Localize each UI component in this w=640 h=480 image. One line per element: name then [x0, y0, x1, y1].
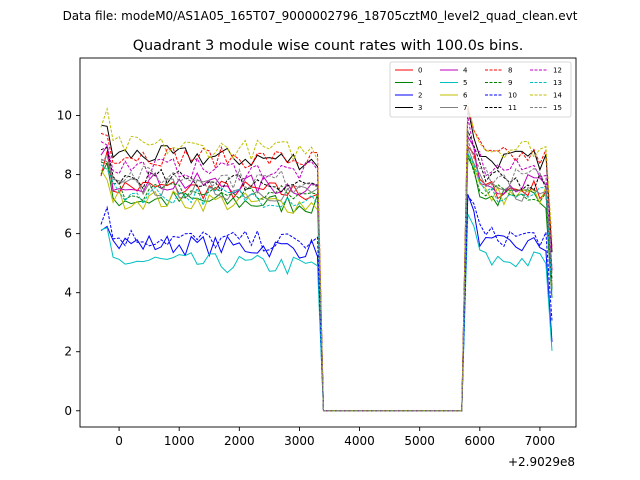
y-tick-label: 6	[64, 227, 72, 241]
y-axis: 0 2 4 6 8 10	[57, 109, 80, 418]
series-line-1	[100, 156, 553, 412]
series-line-12	[100, 116, 553, 412]
series-line-7	[100, 147, 553, 412]
legend-label: 11	[508, 104, 517, 112]
x-tick-label: 3000	[284, 434, 315, 448]
legend-box	[389, 61, 572, 118]
y-tick-label: 0	[64, 404, 72, 418]
x-axis-offset-label: +2.9029e8	[508, 455, 575, 469]
series-line-5	[100, 213, 553, 412]
legend-label: 8	[508, 67, 512, 75]
series-line-10	[100, 194, 553, 412]
legend-label: 14	[553, 92, 562, 100]
series-group	[100, 102, 553, 412]
legend-label: 2	[418, 92, 422, 100]
series-line-15	[100, 139, 553, 412]
series-line-2	[100, 194, 553, 412]
y-tick-label: 4	[64, 286, 72, 300]
x-tick-label: 7000	[525, 434, 556, 448]
legend-label: 13	[553, 79, 562, 87]
series-line-9	[100, 151, 553, 412]
x-tick-label: 0	[115, 434, 123, 448]
legend-label: 0	[418, 67, 422, 75]
y-tick-label: 8	[64, 168, 72, 182]
x-tick-label: 5000	[404, 434, 435, 448]
x-tick-label: 2000	[224, 434, 255, 448]
x-tick-label: 4000	[344, 434, 375, 448]
legend-label: 7	[463, 104, 467, 112]
legend-label: 9	[508, 79, 512, 87]
series-line-13	[100, 151, 553, 412]
x-tick-label: 1000	[164, 434, 195, 448]
legend-label: 5	[463, 79, 467, 87]
x-tick-label: 6000	[465, 434, 496, 448]
y-tick-label: 10	[57, 109, 72, 123]
x-axis: 0 1000 2000 3000 4000 5000 6000 7000	[115, 427, 555, 448]
legend-label: 1	[418, 79, 422, 87]
series-line-6	[100, 153, 553, 412]
legend-label: 12	[553, 67, 562, 75]
legend-label: 15	[553, 104, 562, 112]
legend-label: 10	[508, 92, 517, 100]
y-tick-label: 2	[64, 345, 72, 359]
legend-label: 4	[463, 67, 468, 75]
legend-label: 6	[463, 92, 468, 100]
plot-area: 0 1000 2000 3000 4000 5000 6000 700002468100123…	[57, 57, 577, 448]
series-line-8	[100, 105, 553, 412]
axes-frame	[79, 57, 577, 428]
chart-title: Quadrant 3 module wise count rates with …	[133, 38, 524, 54]
series-line-11	[100, 130, 553, 412]
legend-label: 3	[418, 104, 422, 112]
series-line-14	[100, 102, 553, 412]
figure-suptitle: Data file: modeM0/AS1A05_165T07_90000027…	[63, 9, 578, 23]
series-line-0	[100, 145, 553, 412]
